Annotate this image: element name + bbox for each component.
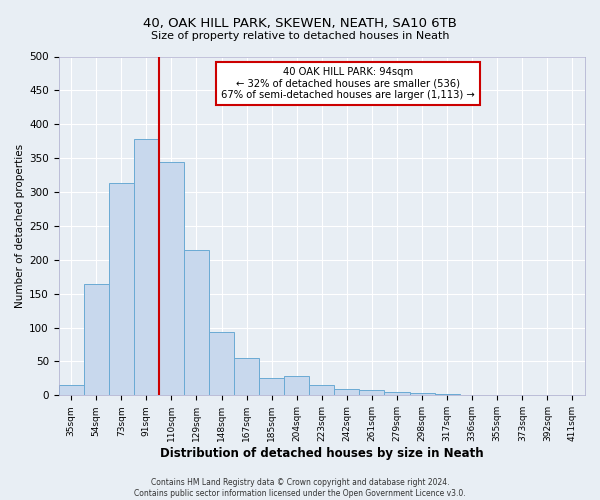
Bar bbox=[234, 358, 259, 396]
Bar bbox=[134, 139, 159, 396]
Bar bbox=[460, 394, 485, 396]
Bar bbox=[59, 385, 84, 396]
Bar bbox=[434, 394, 460, 396]
Bar bbox=[159, 162, 184, 396]
Bar bbox=[109, 183, 134, 396]
Y-axis label: Number of detached properties: Number of detached properties bbox=[15, 144, 25, 308]
Bar bbox=[84, 284, 109, 396]
Text: 40 OAK HILL PARK: 94sqm
← 32% of detached houses are smaller (536)
67% of semi-d: 40 OAK HILL PARK: 94sqm ← 32% of detache… bbox=[221, 66, 475, 100]
Bar bbox=[359, 390, 385, 396]
Text: 40, OAK HILL PARK, SKEWEN, NEATH, SA10 6TB: 40, OAK HILL PARK, SKEWEN, NEATH, SA10 6… bbox=[143, 18, 457, 30]
X-axis label: Distribution of detached houses by size in Neath: Distribution of detached houses by size … bbox=[160, 447, 484, 460]
Bar bbox=[334, 388, 359, 396]
Bar bbox=[309, 385, 334, 396]
Bar bbox=[209, 332, 234, 396]
Bar bbox=[410, 394, 434, 396]
Bar bbox=[184, 250, 209, 396]
Bar bbox=[284, 376, 309, 396]
Bar bbox=[385, 392, 410, 396]
Bar bbox=[259, 378, 284, 396]
Text: Contains HM Land Registry data © Crown copyright and database right 2024.
Contai: Contains HM Land Registry data © Crown c… bbox=[134, 478, 466, 498]
Text: Size of property relative to detached houses in Neath: Size of property relative to detached ho… bbox=[151, 31, 449, 41]
